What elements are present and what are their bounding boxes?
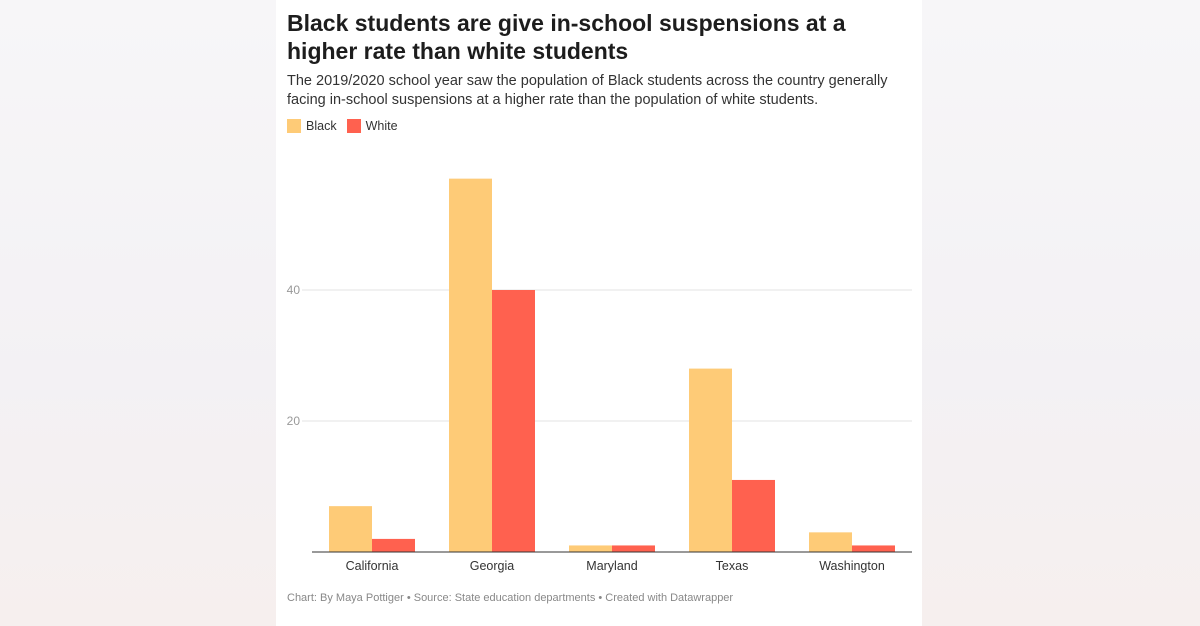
bar-black-georgia — [449, 178, 492, 552]
bar-black-washington — [809, 532, 852, 552]
legend-label-white: White — [365, 119, 398, 133]
x-tick-label: Georgia — [470, 559, 515, 573]
y-tick-label: 20 — [287, 414, 301, 428]
bar-black-texas — [689, 368, 732, 552]
x-tick-label: Washington — [819, 559, 885, 573]
bar-white-georgia — [492, 290, 535, 552]
y-tick-label: 40 — [287, 283, 301, 297]
bar-white-maryland — [612, 545, 655, 552]
legend-item-black: Black — [287, 119, 337, 133]
bar-white-texas — [732, 479, 775, 552]
bar-white-california — [372, 538, 415, 552]
chart-card: Black students are give in-school suspen… — [276, 0, 922, 626]
legend-item-white: White — [346, 119, 398, 133]
x-tick-label: Maryland — [586, 559, 637, 573]
legend-label-black: Black — [306, 119, 337, 133]
x-tick-label: California — [346, 559, 399, 573]
chart-title: Black students are give in-school suspen… — [287, 10, 846, 64]
bar-white-washington — [852, 545, 895, 552]
bar-black-california — [329, 506, 372, 552]
chart-legend: Black White — [287, 119, 398, 133]
legend-swatch-black — [287, 119, 301, 133]
x-tick-label: Texas — [716, 559, 749, 573]
bar-black-maryland — [569, 545, 612, 552]
bar-chart-plot: 20 40 California Georgia Maryland Texas Washin… — [287, 178, 912, 573]
legend-swatch-white — [346, 119, 361, 133]
chart-footer: Chart: By Maya Pottiger • Source: State … — [287, 592, 734, 604]
chart-subtitle: The 2019/2020 school year saw the popula… — [287, 73, 888, 108]
